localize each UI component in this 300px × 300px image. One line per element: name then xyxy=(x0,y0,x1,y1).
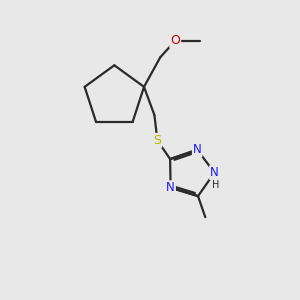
Text: H: H xyxy=(212,180,220,190)
Text: O: O xyxy=(170,34,180,47)
Text: N: N xyxy=(193,143,202,156)
Text: N: N xyxy=(210,166,219,179)
Text: N: N xyxy=(166,181,175,194)
Text: S: S xyxy=(153,134,161,147)
